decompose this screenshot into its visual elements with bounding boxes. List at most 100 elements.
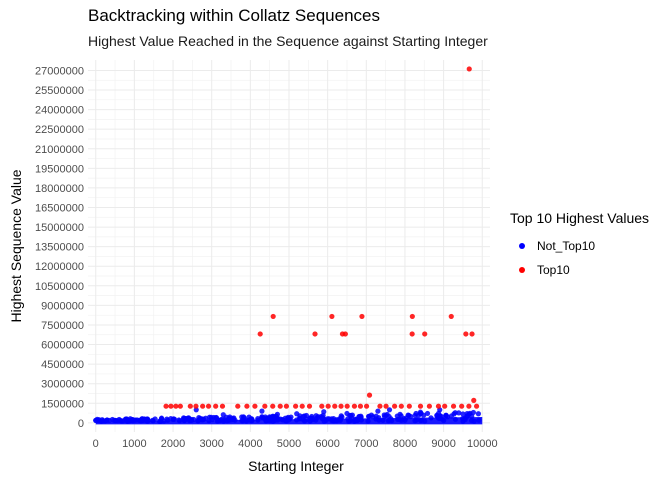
not-top10-point [274,411,281,417]
y-tick-label: 24000000 [35,105,84,117]
x-tick-label: 7000 [354,438,378,450]
top10-point [466,403,472,409]
top10-point [471,397,477,403]
not-top10-point [123,417,129,423]
chart-title: Backtracking within Collatz Sequences [88,6,380,25]
not-top10-point [130,418,136,424]
top10-point [187,403,193,409]
not-top10-point [441,417,447,424]
not-top10-point [388,416,394,422]
top10-point [344,403,350,409]
top10-point [270,313,276,320]
top10-point [219,403,226,409]
not-top10-point [150,418,156,424]
not-top10-point [199,416,205,422]
not-top10-point [470,409,477,416]
y-tick-label: 21000000 [35,144,84,156]
not-top10-point [109,416,116,423]
not-top10-point [195,418,201,424]
not-top10-point [181,415,187,421]
blue-dot-icon [519,243,525,249]
top10-point [257,331,263,337]
not-top10-point [230,416,237,423]
not-top10-point [215,417,221,423]
not-top10-point [452,416,459,422]
x-tick-label: 0 [93,438,99,450]
not-top10-point [293,417,300,423]
not-top10-point [476,417,482,423]
not-top10-point [469,417,475,424]
top10-point [473,403,480,409]
not-top10-points [93,407,482,424]
legend-item-top10: Top10 [510,258,649,282]
top10-point [200,403,206,409]
y-tick-label: 27000000 [35,65,84,77]
not-top10-point [176,418,183,424]
not-top10-point [294,411,300,417]
not-top10-point [219,416,226,422]
top10-point [338,403,344,409]
not-top10-point [307,415,313,421]
top10-point [319,403,325,409]
not-top10-point [373,413,379,419]
top10-point [270,403,276,409]
top10-point [469,331,475,337]
x-tick-label: 4000 [238,438,262,450]
x-tick-label: 9000 [431,438,455,450]
not-top10-point [144,416,150,422]
top10-point [426,403,432,409]
not-top10-point [375,408,381,414]
x-tick-label: 2000 [161,438,185,450]
top10-point [409,313,415,320]
y-tick-label: 16500000 [35,202,84,214]
top10-point [377,403,383,409]
not-top10-point [402,417,408,423]
y-tick-label: 1500000 [41,398,84,410]
top10-points [163,66,480,409]
y-axis-label: Highest Sequence Value [8,169,24,322]
top10-point [383,403,389,409]
top10-point [329,313,335,320]
not-top10-point [428,415,434,421]
y-tick-label: 9000000 [41,300,84,312]
not-top10-point [158,416,165,422]
top10-point [448,313,454,320]
not-top10-point [303,412,310,419]
legend-label-top10: Top10 [537,263,570,277]
top10-point [173,403,179,409]
not-top10-point [315,414,321,420]
not-top10-point [98,418,104,424]
y-tick-labels: 0 1500000 3000000 4500000 6000000 7500000 9000… [35,65,84,429]
not-top10-point [396,416,403,422]
not-top10-point [460,411,466,417]
not-top10-point [171,416,178,422]
y-tick-label: 3000000 [41,379,84,391]
legend-item-not-top10: Not_Top10 [510,234,649,258]
top10-point [417,403,424,409]
top10-point [235,403,241,409]
top10-point [422,331,428,337]
not-top10-point [434,413,440,419]
not-top10-point [424,410,431,417]
not-top10-point [301,418,308,424]
top10-point [205,403,212,409]
y-tick-label: 19500000 [35,163,84,175]
red-dot-icon [519,267,525,273]
not-top10-point [206,418,212,424]
not-top10-point [115,418,121,424]
not-top10-point [448,413,455,419]
not-top10-point [224,418,230,424]
top10-point [442,403,448,409]
not-top10-point [452,410,458,416]
legend: Top 10 Highest Values Not_Top10 Top10 [510,210,649,282]
top10-point [325,403,331,409]
top10-point [342,331,348,337]
top10-point [293,403,299,409]
y-tick-label: 13500000 [35,242,84,254]
not-top10-point [321,418,327,424]
y-tick-label: 15000000 [35,222,84,234]
not-top10-point [243,417,249,423]
top10-point [283,403,290,409]
not-top10-point [376,417,382,423]
top10-point [409,331,415,337]
